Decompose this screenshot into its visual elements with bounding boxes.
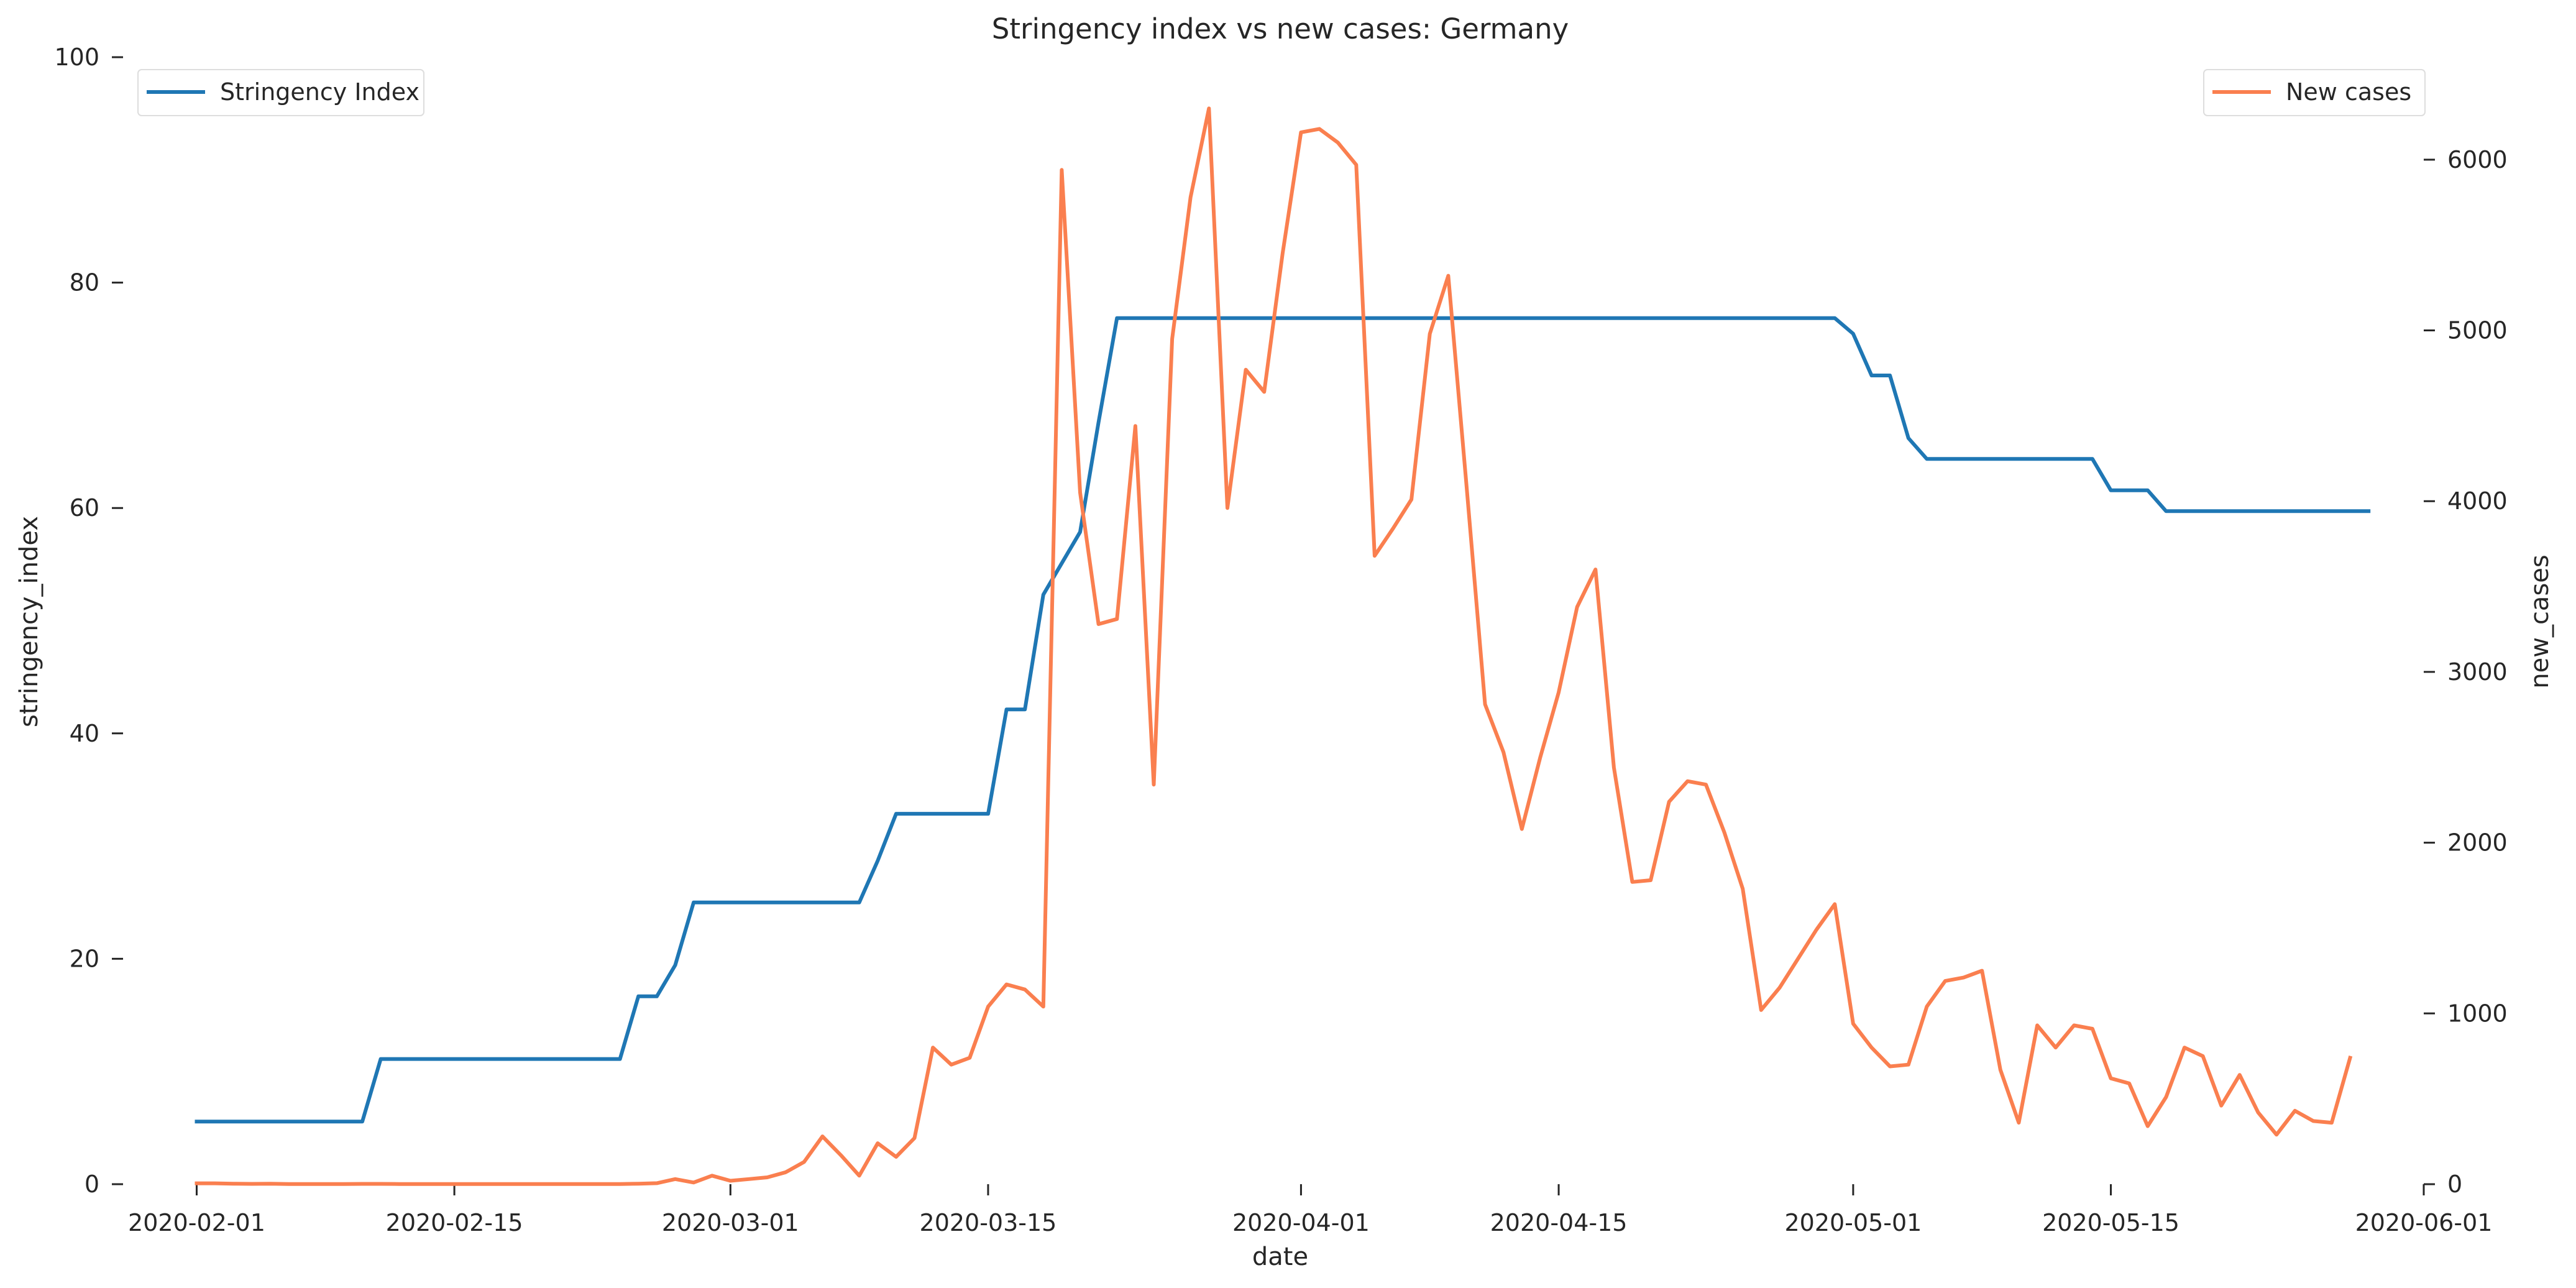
chart-title: Stringency index vs new cases: Germany: [992, 12, 1569, 45]
x-axis: 2020-02-01 2020-02-15 2020-03-01 2020-03-15…: [128, 1184, 2492, 1271]
x-tick-label: 2020-02-15: [386, 1209, 523, 1236]
series-layer: [195, 106, 2371, 1186]
right-y-tick-label: 1000: [2447, 1000, 2508, 1027]
legend-left-label: Stringency Index: [220, 78, 419, 106]
x-tick-label: 2020-06-01: [2355, 1209, 2493, 1236]
left-y-tick-label: 20: [70, 945, 99, 972]
right-y-tick-label: 0: [2447, 1171, 2462, 1198]
x-tick-label: 2020-04-15: [1490, 1209, 1628, 1236]
stringency-index-line: [195, 316, 2371, 1124]
left-y-tick-label: 40: [70, 720, 99, 747]
right-y-tick-label: 5000: [2447, 317, 2508, 344]
right-y-tick-label: 6000: [2447, 146, 2508, 173]
right-y-tick-label: 3000: [2447, 658, 2508, 686]
x-tick-label: 2020-05-15: [2042, 1209, 2180, 1236]
legend-left-box: [137, 69, 424, 116]
left-y-tick-label: 60: [70, 494, 99, 522]
x-tick-label: 2020-02-01: [128, 1209, 265, 1236]
left-y-tick-label: 100: [54, 44, 99, 71]
x-tick-label: 2020-05-01: [1784, 1209, 1922, 1236]
x-tick-label: 2020-03-01: [662, 1209, 799, 1236]
left-y-tick-label: 80: [70, 269, 99, 297]
x-tick-label: 2020-04-01: [1232, 1209, 1370, 1236]
x-tick-label: 2020-03-15: [920, 1209, 1057, 1236]
legend-left: Stringency Index: [137, 69, 424, 116]
legend-right: New cases: [2203, 69, 2426, 116]
legend-right-label: New cases: [2286, 78, 2411, 106]
new-cases-line: [195, 106, 2353, 1186]
left-y-axis: 0 20 40 60 80 100 stringency_index: [15, 44, 123, 1198]
right-y-tick-label: 4000: [2447, 487, 2508, 515]
right-y-axis: 0 1000 2000 3000 4000 5000 6000 new_cases: [2424, 146, 2554, 1198]
right-y-axis-label: new_cases: [2526, 554, 2554, 688]
left-y-tick-label: 0: [85, 1171, 99, 1198]
legend-right-box: [2203, 69, 2426, 116]
x-axis-label: date: [1252, 1243, 1308, 1271]
right-y-tick-label: 2000: [2447, 829, 2508, 857]
left-y-axis-label: stringency_index: [15, 516, 44, 727]
